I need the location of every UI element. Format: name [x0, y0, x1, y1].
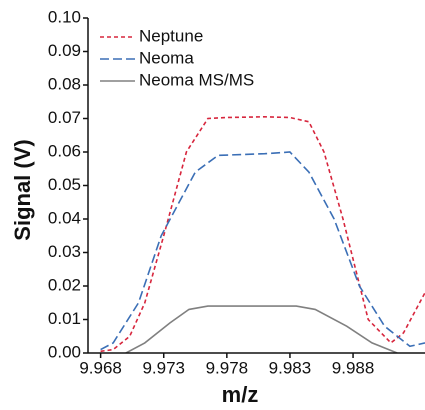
- x-tick-label: 9.983: [269, 358, 312, 377]
- legend-label: Neptune: [139, 26, 203, 45]
- y-tick-label: 0.05: [48, 175, 81, 194]
- y-tick-label: 0.03: [48, 242, 81, 261]
- y-tick-label: 0.00: [48, 342, 81, 361]
- y-tick-label: 0.07: [48, 108, 81, 127]
- y-tick-label: 0.08: [48, 74, 81, 93]
- series-line: [125, 305, 398, 353]
- y-tick-label: 0.10: [48, 7, 81, 26]
- y-tick-label: 0.06: [48, 141, 81, 160]
- series-line: [100, 151, 425, 351]
- y-tick-label: 0.04: [48, 208, 81, 227]
- y-tick-label: 0.09: [48, 41, 81, 60]
- legend-label: Neoma: [139, 48, 194, 67]
- legend-label: Neoma MS/MS: [139, 70, 254, 89]
- x-tick-label: 9.978: [206, 358, 249, 377]
- series-line: [100, 115, 425, 353]
- x-axis-title: m/z: [222, 382, 259, 407]
- y-tick-label: 0.02: [48, 275, 81, 294]
- plot-area: [100, 115, 425, 353]
- x-tick-label: 9.968: [79, 358, 122, 377]
- x-tick-label: 9.973: [142, 358, 185, 377]
- x-tick-label: 9.988: [332, 358, 375, 377]
- y-tick-label: 0.01: [48, 309, 81, 328]
- y-axis-title: Signal (V): [10, 139, 35, 240]
